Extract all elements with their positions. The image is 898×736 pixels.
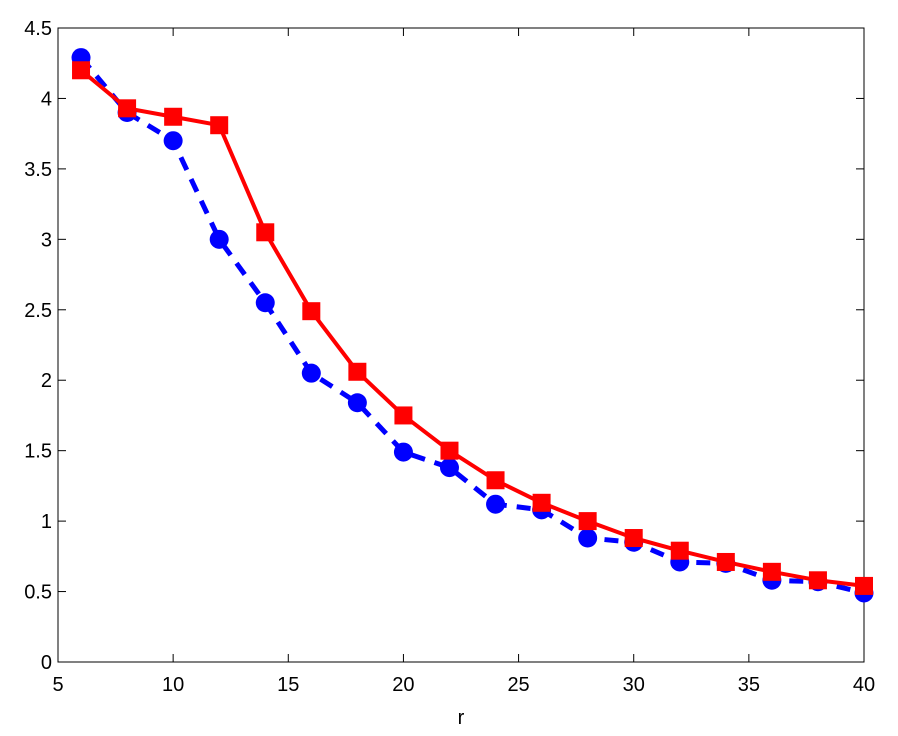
data-point [808, 571, 827, 590]
data-point [394, 406, 413, 425]
data-point [301, 363, 321, 383]
x-axis-label: r [458, 707, 465, 729]
y-tick-label: 3.5 [24, 159, 52, 181]
data-point [578, 512, 597, 531]
data-point [762, 562, 781, 581]
x-tick-label: 5 [52, 674, 63, 696]
data-point [393, 442, 413, 462]
y-tick-label: 1 [41, 511, 52, 533]
x-tick-label: 10 [162, 674, 184, 696]
series-2 [72, 61, 873, 595]
data-point [670, 541, 689, 560]
x-tick-label: 40 [853, 674, 875, 696]
data-point [486, 494, 506, 514]
series-layer [71, 48, 874, 603]
data-point [209, 229, 229, 249]
data-point [440, 441, 459, 460]
x-tick-label: 15 [277, 674, 299, 696]
y-tick-label: 3 [41, 229, 52, 251]
y-tick-label: 2.5 [24, 300, 52, 322]
y-tick-label: 4 [41, 88, 52, 110]
data-point [578, 528, 598, 548]
data-point [163, 131, 183, 151]
x-tick-label: 30 [623, 674, 645, 696]
y-tick-label: 1.5 [24, 441, 52, 463]
y-tick-label: 2 [41, 370, 52, 392]
data-point [72, 61, 91, 80]
y-tick-labels: 0 0.5 1 1.5 2 2.5 3 3.5 4 4.5 [24, 18, 52, 674]
data-point [255, 293, 275, 313]
y-tick-label: 0 [41, 652, 52, 674]
data-point [256, 223, 275, 242]
data-point [302, 302, 321, 321]
data-point [210, 116, 229, 135]
data-point [716, 552, 735, 571]
data-point [486, 471, 505, 490]
x-tick-labels: 5 10 15 20 25 30 35 40 [52, 674, 875, 696]
axis-ticks [57, 27, 865, 663]
y-tick-label: 0.5 [24, 582, 52, 604]
x-tick-label: 25 [507, 674, 529, 696]
data-point [624, 529, 643, 548]
data-point [439, 458, 459, 478]
data-point [347, 393, 367, 413]
x-tick-label: 20 [392, 674, 414, 696]
x-tick-label: 35 [738, 674, 760, 696]
data-point [532, 493, 551, 512]
data-point [348, 362, 367, 381]
y-tick-label: 4.5 [24, 18, 52, 40]
data-point [118, 99, 137, 118]
data-point [855, 576, 873, 595]
data-point [164, 107, 183, 126]
